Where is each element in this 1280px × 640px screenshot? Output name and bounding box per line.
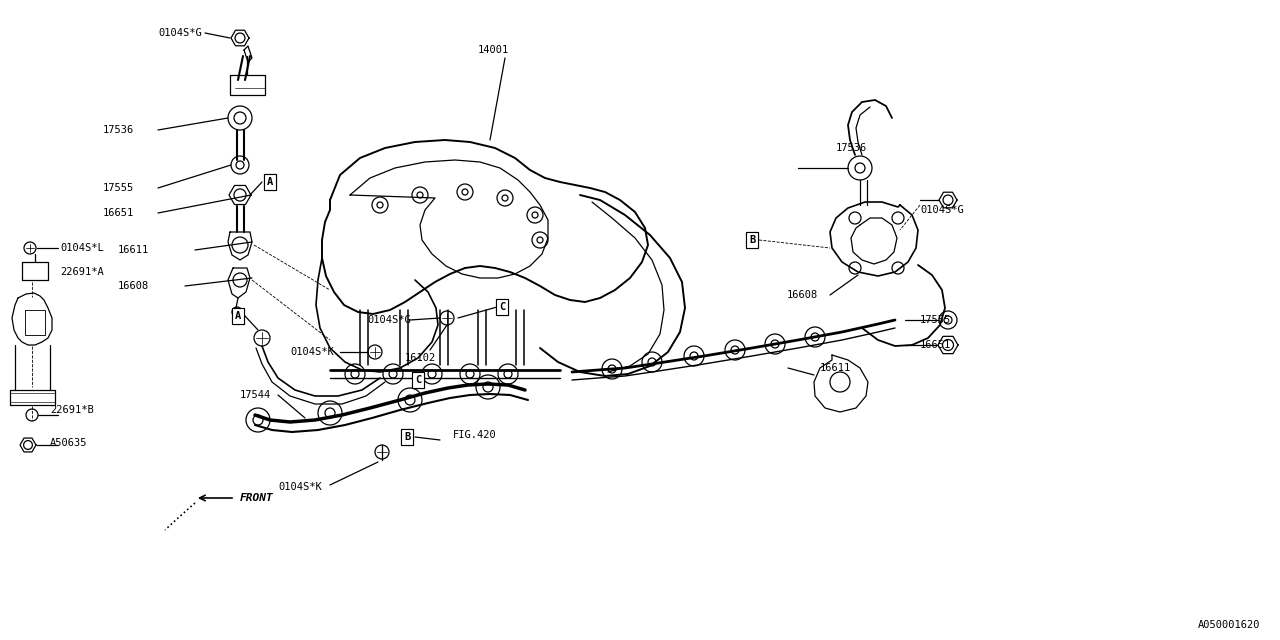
Text: A: A bbox=[234, 311, 241, 321]
Text: 22691*A: 22691*A bbox=[60, 267, 104, 277]
Text: B: B bbox=[404, 432, 410, 442]
Text: B: B bbox=[749, 235, 755, 245]
Text: 0104S*L: 0104S*L bbox=[60, 243, 104, 253]
Text: 16611: 16611 bbox=[820, 363, 851, 373]
Text: 16102: 16102 bbox=[404, 353, 436, 363]
Text: 16608: 16608 bbox=[118, 281, 150, 291]
Text: A: A bbox=[266, 177, 273, 187]
Text: FRONT: FRONT bbox=[241, 493, 274, 503]
Text: A: A bbox=[266, 177, 273, 187]
Text: A50635: A50635 bbox=[50, 438, 87, 448]
Text: C: C bbox=[499, 302, 506, 312]
Text: 17536: 17536 bbox=[102, 125, 134, 135]
Text: 16651: 16651 bbox=[920, 340, 951, 350]
Text: 0104S*G: 0104S*G bbox=[367, 315, 411, 325]
Text: C: C bbox=[499, 302, 506, 312]
Text: 17544: 17544 bbox=[241, 390, 271, 400]
Text: B: B bbox=[404, 432, 410, 442]
Text: B: B bbox=[749, 235, 755, 245]
Text: 16611: 16611 bbox=[118, 245, 150, 255]
Text: 17555: 17555 bbox=[102, 183, 134, 193]
Text: 17536: 17536 bbox=[836, 143, 868, 153]
Text: 22691*B: 22691*B bbox=[50, 405, 93, 415]
Text: 14001: 14001 bbox=[477, 45, 509, 55]
Text: 0104S*G: 0104S*G bbox=[920, 205, 964, 215]
Text: C: C bbox=[415, 375, 421, 385]
Text: 0104S*K: 0104S*K bbox=[278, 482, 321, 492]
Text: A: A bbox=[234, 311, 241, 321]
Text: A050001620: A050001620 bbox=[1198, 620, 1260, 630]
Text: 0104S*G: 0104S*G bbox=[157, 28, 202, 38]
Text: 16651: 16651 bbox=[102, 208, 134, 218]
Text: 16608: 16608 bbox=[787, 290, 818, 300]
Text: 17555: 17555 bbox=[920, 315, 951, 325]
Text: FIG.420: FIG.420 bbox=[453, 430, 497, 440]
Text: 0104S*K: 0104S*K bbox=[291, 347, 334, 357]
Text: C: C bbox=[415, 375, 421, 385]
